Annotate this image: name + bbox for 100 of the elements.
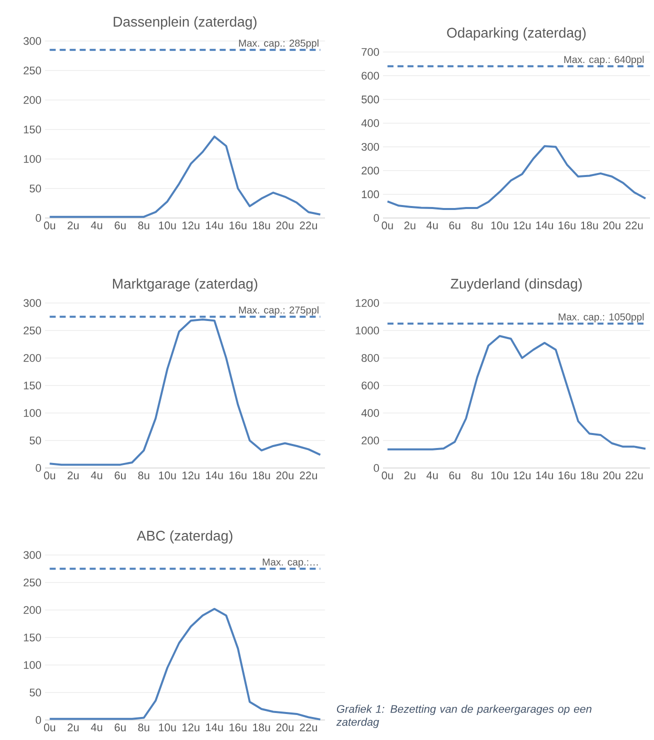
x-tick-label: 18u [581, 222, 598, 230]
x-tick-label: 12u [514, 222, 531, 230]
x-tick-label: 2u [404, 222, 416, 230]
y-tick-label: 0 [374, 464, 380, 472]
y-tick-label: 50 [30, 436, 42, 444]
x-tick-label: 18u [253, 724, 270, 732]
y-tick-label: 100 [24, 155, 42, 163]
x-tick-label: 20u [603, 222, 620, 230]
ref-line-label: Max. cap.: 640ppl [564, 56, 644, 66]
y-tick-label: 250 [24, 578, 42, 586]
x-tick-label: 12u [182, 222, 200, 230]
x-tick-label: 20u [276, 724, 294, 732]
y-tick-label: 400 [361, 409, 380, 417]
x-tick-label: 4u [90, 222, 102, 230]
x-tick-label: 0u [382, 472, 393, 480]
x-tick-label: 12u [182, 724, 200, 732]
chart-title: Zuyderland (dinsdag) [450, 278, 582, 292]
y-tick-label: 150 [24, 382, 42, 390]
y-tick-label: 200 [362, 436, 380, 444]
x-tick-label: 6u [449, 472, 460, 480]
x-tick-label: 6u [114, 724, 126, 732]
y-tick-label: 200 [24, 96, 42, 104]
ref-line-label: Max. cap.: 275ppl [239, 306, 318, 316]
line-series [386, 145, 646, 210]
x-tick-label: 12u [514, 472, 531, 480]
x-tick-label: 10u [159, 472, 176, 480]
y-tick-label: 300 [24, 37, 42, 45]
chart-title: Marktgarage (zaterdag) [113, 278, 258, 292]
x-tick-label: 6u [114, 472, 126, 480]
y-tick-label: 1000 [356, 326, 380, 334]
ref-line-label: Max. cap.: 1050ppl [558, 313, 644, 322]
y-tick-label: 1200 [356, 299, 380, 307]
x-tick-label: 22u [626, 472, 643, 480]
y-tick-label: 300 [24, 551, 42, 559]
x-tick-label: 16u [558, 472, 576, 480]
x-tick-label: 22u [626, 222, 643, 230]
y-tick-label: 200 [24, 354, 42, 362]
y-tick-label: 50 [30, 184, 42, 192]
x-tick-label: 2u [68, 724, 79, 732]
x-tick-label: 0u [44, 222, 56, 230]
x-tick-label: 2u [68, 222, 79, 230]
y-tick-label: 100 [24, 661, 42, 669]
x-tick-label: 10u [159, 222, 176, 230]
x-tick-label: 0u [382, 222, 393, 230]
x-tick-label: 22u [300, 222, 317, 230]
x-tick-label: 20u [276, 222, 294, 230]
x-tick-label: 8u [138, 222, 150, 230]
x-tick-label: 8u [472, 222, 483, 230]
chart-title: Odaparking (zaterdag) [447, 27, 586, 40]
y-tick-label: 0 [374, 214, 380, 222]
x-tick-label: 16u [230, 472, 246, 480]
y-tick-label: 600 [362, 72, 380, 80]
x-tick-label: 4u [90, 472, 102, 480]
y-tick-label: 300 [24, 299, 42, 307]
y-tick-label: 200 [24, 606, 42, 614]
x-tick-label: 14u [206, 724, 223, 732]
x-tick-label: 10u [159, 724, 176, 732]
text: Grafiek 1: Bezetting van de parkeergarages op een zaterdag [336, 704, 592, 728]
y-tick-label: 150 [24, 126, 42, 134]
x-tick-label: 10u [491, 222, 508, 230]
x-tick-label: 2u [404, 472, 416, 480]
x-tick-label: 6u [449, 222, 460, 230]
y-tick-label: 150 [24, 634, 42, 642]
y-tick-label: 100 [24, 409, 42, 417]
x-tick-label: 14u [536, 222, 553, 230]
y-tick-label: 300 [362, 142, 380, 151]
x-tick-label: 14u [206, 472, 223, 480]
x-tick-label: 8u [472, 472, 483, 480]
x-tick-label: 12u [182, 472, 200, 480]
ref-line-label: Max. cap.: 285ppl [239, 39, 318, 49]
x-tick-label: 10u [491, 472, 508, 480]
x-tick-label: 18u [253, 222, 270, 230]
y-tick-label: 50 [30, 688, 42, 696]
x-tick-label: 4u [426, 222, 438, 230]
y-tick-label: 400 [361, 119, 380, 128]
x-tick-label: 20u [276, 472, 294, 480]
x-tick-label: 22u [300, 472, 317, 480]
chart-title: ABC (zaterdag) [136, 530, 232, 544]
y-tick-label: 250 [24, 66, 42, 74]
ref-line-label: Max. cap.:… [262, 558, 318, 568]
x-tick-label: 2u [68, 472, 79, 480]
y-tick-label: 250 [24, 326, 42, 334]
x-tick-label: 8u [138, 724, 150, 732]
x-tick-label: 14u [206, 222, 223, 230]
y-tick-label: 200 [362, 166, 380, 174]
y-tick-label: 700 [362, 48, 380, 56]
x-tick-label: 0u [44, 724, 56, 732]
y-tick-label: 0 [36, 716, 42, 724]
x-tick-label: 20u [603, 472, 620, 480]
y-tick-label: 600 [362, 382, 380, 390]
chart-title: Dassenplein (zaterdag) [114, 16, 256, 30]
y-tick-label: 800 [362, 354, 380, 362]
x-tick-label: 14u [536, 472, 553, 480]
x-tick-label: 8u [138, 472, 150, 480]
x-tick-label: 0u [44, 472, 56, 480]
x-tick-label: 22u [300, 724, 317, 732]
x-tick-label: 4u [90, 724, 102, 732]
y-tick-label: 500 [362, 96, 380, 104]
y-tick-label: 0 [36, 464, 42, 472]
x-tick-label: 4u [426, 472, 438, 480]
